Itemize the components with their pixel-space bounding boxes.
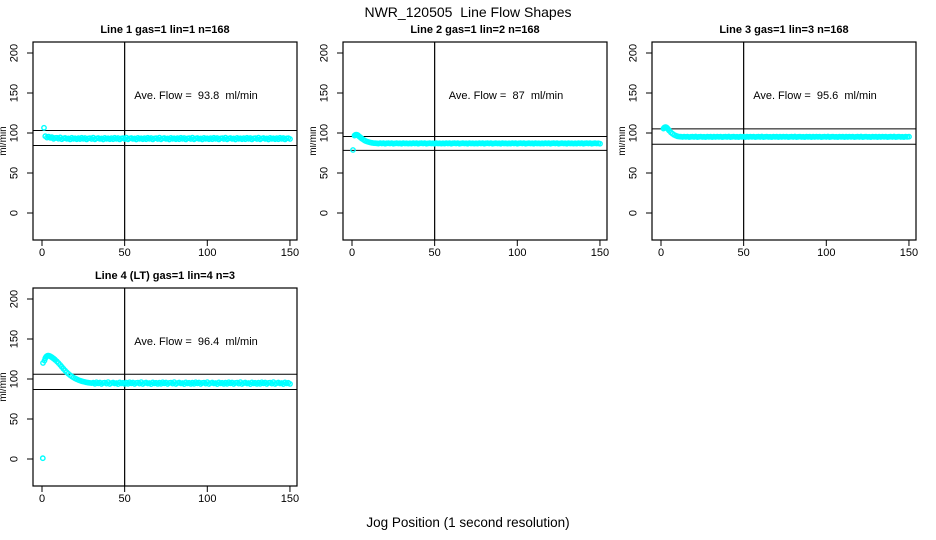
svg-text:100: 100	[9, 370, 21, 388]
svg-text:0: 0	[658, 247, 664, 259]
panel-line-4: Line 4 (LT) gas=1 lin=4 n=3 Ave. Flow = …	[0, 268, 300, 518]
svg-text:150: 150	[281, 247, 299, 259]
panel-plot: ml/min 0 50 100 150 200 0 50 100 150	[619, 41, 918, 259]
svg-text:100: 100	[198, 247, 216, 259]
svg-text:100: 100	[9, 124, 21, 142]
panel-title: Line 4 (LT) gas=1 lin=4 n=3	[94, 270, 236, 282]
svg-text:50: 50	[119, 247, 131, 259]
panel-line-3: Line 3 gas=1 lin=3 n=168 Ave. Flow = 95.…	[619, 22, 919, 272]
y-axis-label: ml/min	[0, 372, 9, 401]
y-axis-label: ml/min	[0, 126, 9, 155]
panel-line-2: Line 2 gas=1 lin=2 n=168 Ave. Flow = 87 …	[310, 22, 610, 272]
panel-title: Line 1 gas=1 lin=1 n=168	[100, 24, 230, 36]
svg-text:100: 100	[508, 247, 526, 259]
ave-flow-annotation: Ave. Flow = 95.6 ml/min	[753, 90, 877, 102]
svg-text:0: 0	[349, 247, 355, 259]
svg-text:0: 0	[9, 210, 21, 216]
svg-text:0: 0	[39, 493, 45, 505]
svg-text:50: 50	[628, 167, 640, 179]
svg-text:100: 100	[628, 124, 640, 142]
svg-text:100: 100	[198, 493, 216, 505]
svg-text:50: 50	[9, 413, 21, 425]
svg-text:0: 0	[9, 456, 21, 462]
svg-text:0: 0	[628, 210, 640, 216]
panel-plot: ml/min 0 50 100 150 200 0 50 100 150	[0, 287, 299, 505]
svg-text:0: 0	[39, 247, 45, 259]
ave-flow-annotation: Ave. Flow = 87 ml/min	[448, 90, 564, 102]
svg-text:150: 150	[281, 493, 299, 505]
svg-text:100: 100	[817, 247, 835, 259]
svg-text:200: 200	[628, 44, 640, 62]
svg-text:50: 50	[9, 167, 21, 179]
y-axis-label: ml/min	[619, 126, 628, 155]
panel-title: Line 3 gas=1 lin=3 n=168	[719, 24, 849, 36]
main-title: NWR_120505 Line Flow Shapes	[364, 4, 572, 20]
svg-text:150: 150	[900, 247, 918, 259]
svg-text:50: 50	[429, 247, 441, 259]
svg-text:0: 0	[319, 210, 331, 216]
y-axis-label: ml/min	[310, 126, 319, 155]
ave-flow-annotation: Ave. Flow = 93.8 ml/min	[134, 90, 258, 102]
panel-plot: ml/min 0 50 100 150 200 0 50 100 150	[310, 41, 609, 259]
svg-text:50: 50	[738, 247, 750, 259]
svg-text:50: 50	[319, 167, 331, 179]
ave-flow-annotation: Ave. Flow = 96.4 ml/min	[134, 336, 258, 348]
svg-text:150: 150	[628, 84, 640, 102]
svg-text:150: 150	[319, 84, 331, 102]
svg-text:150: 150	[591, 247, 609, 259]
panel-title: Line 2 gas=1 lin=2 n=168	[410, 24, 540, 36]
svg-text:100: 100	[319, 124, 331, 142]
svg-text:50: 50	[119, 493, 131, 505]
svg-text:200: 200	[319, 44, 331, 62]
x-axis-label: Jog Position (1 second resolution)	[366, 515, 570, 530]
svg-text:200: 200	[9, 290, 21, 308]
svg-text:150: 150	[9, 84, 21, 102]
panel-line-1: Line 1 gas=1 lin=1 n=168 Ave. Flow = 93.…	[0, 22, 300, 272]
panel-plot: ml/min 0 50 100 150 200 0 50 100 150	[0, 41, 299, 259]
svg-text:150: 150	[9, 330, 21, 348]
svg-text:200: 200	[9, 44, 21, 62]
